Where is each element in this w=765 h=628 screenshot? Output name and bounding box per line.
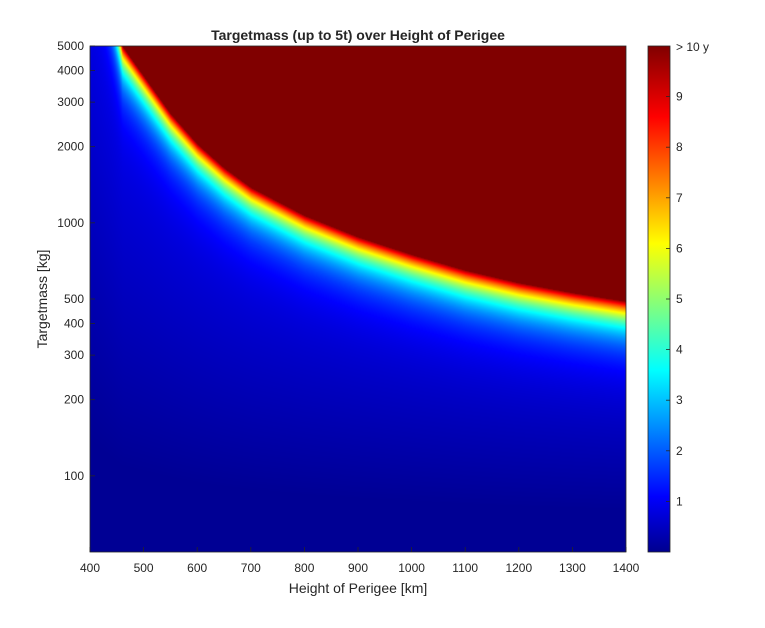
- x-tick-label: 900: [348, 561, 368, 575]
- y-tick-label: 100: [64, 469, 84, 483]
- y-tick-label: 300: [64, 348, 84, 362]
- colorbar-tick-label: 8: [676, 140, 683, 154]
- colorbar-tick-label: 4: [676, 343, 683, 357]
- heatmap-field: [90, 46, 626, 552]
- y-axis-ticks: 100 200 300 400 500 1000 2000 3000 4000 5000: [57, 39, 95, 483]
- y-tick-label: 5000: [57, 39, 84, 53]
- x-axis-ticks: 400 500 600 700 800 900 1000 1100 1200 1300 1400: [80, 547, 640, 575]
- chart-title: Targetmass (up to 5t) over Height of Per…: [211, 27, 505, 43]
- x-tick-label: 1000: [398, 561, 425, 575]
- x-tick-label: 500: [134, 561, 154, 575]
- colorbar-tick-label: 5: [676, 292, 683, 306]
- colorbar-tick-label: 1: [676, 494, 683, 508]
- y-tick-label: 3000: [57, 95, 84, 109]
- y-tick-label: 500: [64, 292, 84, 306]
- colorbar-max-label: > 10 y: [676, 40, 709, 54]
- y-tick-label: 4000: [57, 64, 84, 78]
- x-tick-label: 1100: [452, 561, 478, 575]
- x-tick-label: 1300: [559, 561, 586, 575]
- x-tick-label: 700: [241, 561, 261, 575]
- x-tick-label: 1200: [505, 561, 532, 575]
- y-tick-label: 200: [64, 393, 84, 407]
- x-tick-label: 800: [294, 561, 314, 575]
- colorbar-ticks: 1 2 3 4 5 6 7 8 9: [666, 90, 683, 508]
- colorbar-tick-label: 9: [676, 90, 683, 104]
- y-tick-label: 2000: [57, 140, 84, 154]
- plot-area: [89, 45, 627, 553]
- colorbar-tick-label: 2: [676, 444, 683, 458]
- x-tick-label: 1400: [613, 561, 640, 575]
- colorbar: 1 2 3 4 5 6 7 8 9 > 10 y: [647, 40, 709, 553]
- colorbar-tick-label: 3: [676, 393, 683, 407]
- colorbar-tick-label: 7: [676, 191, 683, 205]
- y-axis-label: Targetmass [kg]: [34, 250, 50, 349]
- colorbar-tick-label: 6: [676, 241, 683, 255]
- x-tick-label: 400: [80, 561, 100, 575]
- y-tick-label: 1000: [57, 216, 84, 230]
- y-tick-label: 400: [64, 317, 84, 331]
- x-tick-label: 600: [187, 561, 207, 575]
- x-axis-label: Height of Perigee [km]: [289, 580, 428, 596]
